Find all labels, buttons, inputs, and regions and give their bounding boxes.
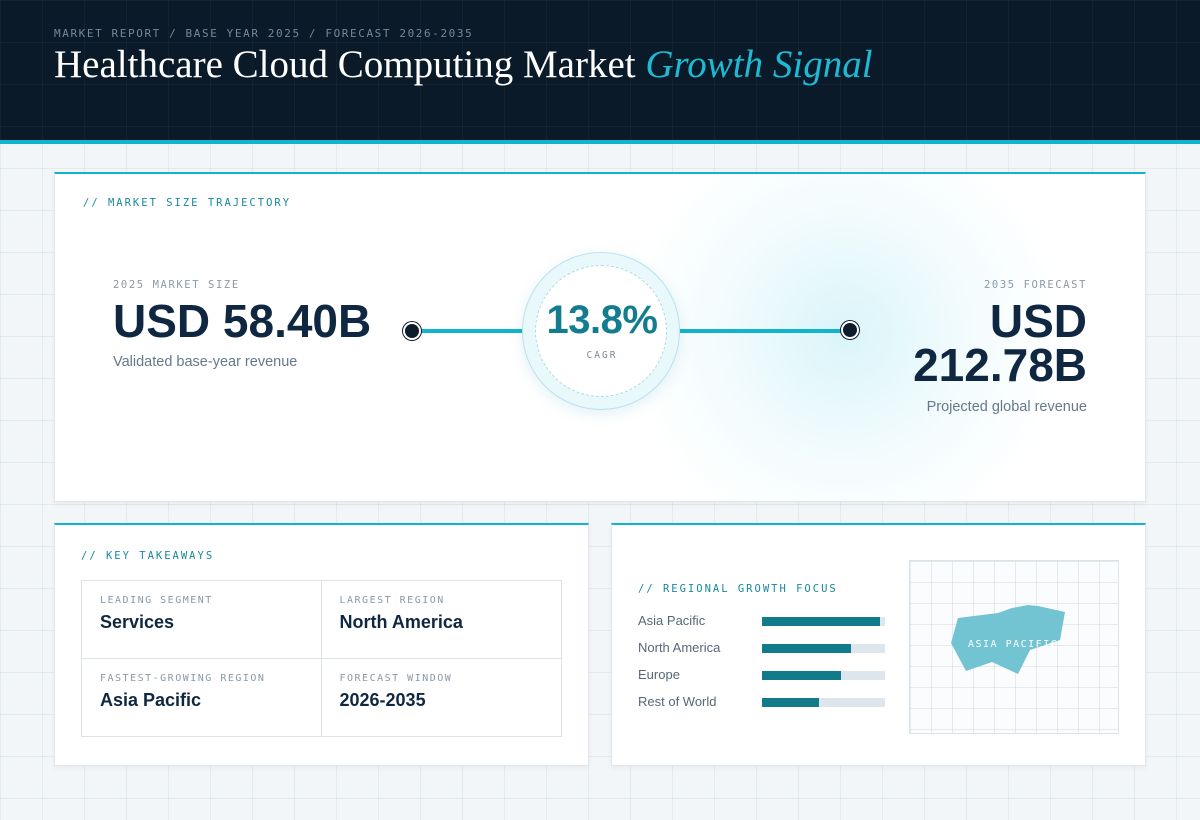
- asia-pacific-map-shape: [951, 605, 1065, 674]
- region-name: Asia Pacific: [638, 613, 706, 628]
- forecast-label: 2035 FORECAST: [984, 279, 1087, 291]
- region-name: Rest of World: [638, 694, 717, 709]
- region-row-rest-of-world: Rest of World: [638, 694, 886, 712]
- cagr-label: CAGR: [586, 350, 618, 361]
- forecast-caption: Projected global revenue: [926, 399, 1087, 415]
- report-header: MARKET REPORT / BASE YEAR 2025 / FORECAS…: [0, 0, 1200, 144]
- key-takeaways-section-label: // KEY TAKEAWAYS: [81, 550, 215, 562]
- takeaway-label: LEADING SEGMENT: [100, 595, 213, 606]
- takeaway-label: FASTEST-GROWING REGION: [100, 672, 266, 684]
- regional-growth-section-label: // REGIONAL GROWTH FOCUS: [638, 583, 838, 595]
- region-row-north-america: North America: [638, 640, 886, 658]
- cagr-value: 13.8%: [546, 298, 658, 342]
- takeaway-label: FORECAST WINDOW: [339, 672, 453, 684]
- takeaway-value: Services: [100, 612, 175, 632]
- region-bar-fill: [762, 617, 881, 626]
- start-point-marker: [403, 322, 421, 340]
- region-name: North America: [638, 640, 721, 655]
- base-year-caption: Validated base-year revenue: [113, 354, 298, 370]
- forecast-value: USD 212.78B: [913, 295, 1087, 391]
- region-bar-track: [762, 644, 885, 653]
- region-name: Europe: [638, 667, 680, 682]
- regional-growth-card: // REGIONAL GROWTH FOCUS Asia Pacific No…: [611, 523, 1146, 766]
- region-bar-fill: [762, 698, 819, 707]
- market-size-card: // MARKET SIZE TRAJECTORY 2025 MARKET SI…: [54, 172, 1146, 502]
- region-bar-track: [762, 671, 885, 680]
- takeaway-value: 2026-2035: [339, 689, 426, 710]
- page-title-accent: Growth Signal: [645, 43, 873, 86]
- key-takeaways-card: // KEY TAKEAWAYS LEADING SEGMENT Service…: [54, 523, 589, 766]
- takeaway-label: LARGEST REGION: [339, 595, 445, 606]
- region-map: ASIA PACIFIC: [909, 560, 1119, 734]
- base-year-label: 2025 MARKET SIZE: [113, 279, 240, 291]
- cagr-badge-inner: 13.8% CAGR: [535, 265, 667, 397]
- base-year-value: USD 58.40B: [113, 295, 372, 347]
- takeaway-fastest-growing-region: FASTEST-GROWING REGION Asia Pacific: [82, 658, 322, 736]
- map-region-label: ASIA PACIFIC: [968, 639, 1059, 650]
- market-size-section-label: // MARKET SIZE TRAJECTORY: [83, 197, 292, 209]
- page-title-main: Healthcare Cloud Computing Market: [54, 43, 646, 86]
- takeaway-value: North America: [339, 612, 463, 632]
- takeaway-leading-segment: LEADING SEGMENT Services: [82, 581, 322, 659]
- report-eyebrow: MARKET REPORT / BASE YEAR 2025 / FORECAS…: [54, 27, 474, 40]
- end-point-marker: [841, 321, 859, 339]
- region-bar-track: [762, 617, 885, 626]
- takeaway-forecast-window: FORECAST WINDOW 2026-2035: [322, 659, 562, 737]
- takeaway-value: Asia Pacific: [100, 689, 202, 710]
- takeaways-grid: LEADING SEGMENT Services LARGEST REGION …: [81, 580, 562, 737]
- takeaway-largest-region: LARGEST REGION North America: [321, 581, 561, 659]
- cagr-badge: 13.8% CAGR: [522, 252, 680, 410]
- region-bar-fill: [762, 671, 841, 680]
- region-bar-track: [762, 698, 885, 707]
- region-bar-fill: [762, 644, 851, 653]
- region-row-europe: Europe: [638, 667, 886, 685]
- region-row-asia-pacific: Asia Pacific: [638, 613, 886, 631]
- page-title: Healthcare Cloud Computing Market Growth…: [54, 42, 873, 87]
